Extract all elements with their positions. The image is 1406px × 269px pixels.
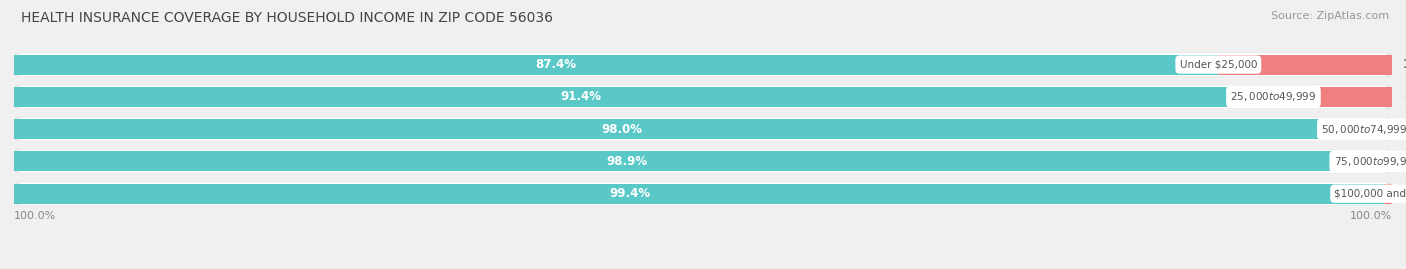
FancyBboxPatch shape [18,53,1388,76]
Bar [1274,87,1393,107]
Bar [1376,151,1393,171]
Text: 8.7%: 8.7% [1405,90,1406,103]
Text: 12.6%: 12.6% [1403,58,1406,71]
FancyBboxPatch shape [14,117,1392,141]
Bar [14,184,1384,204]
FancyBboxPatch shape [14,149,1392,174]
Text: Source: ZipAtlas.com: Source: ZipAtlas.com [1271,11,1389,21]
FancyBboxPatch shape [14,182,1392,206]
Text: $50,000 to $74,999: $50,000 to $74,999 [1322,123,1406,136]
Text: 87.4%: 87.4% [536,58,576,71]
Text: 99.4%: 99.4% [610,187,651,200]
Bar [14,119,1364,139]
Text: Under $25,000: Under $25,000 [1180,59,1257,70]
Text: 2.0%: 2.0% [1403,123,1406,136]
Text: 98.9%: 98.9% [607,155,648,168]
Text: HEALTH INSURANCE COVERAGE BY HOUSEHOLD INCOME IN ZIP CODE 56036: HEALTH INSURANCE COVERAGE BY HOUSEHOLD I… [21,11,553,25]
FancyBboxPatch shape [18,150,1388,173]
Bar [1384,184,1392,204]
Bar [14,151,1376,171]
Text: $25,000 to $49,999: $25,000 to $49,999 [1230,90,1316,103]
Text: 91.4%: 91.4% [560,90,602,103]
Text: 1.2%: 1.2% [1405,155,1406,168]
Bar [14,87,1274,107]
FancyBboxPatch shape [18,118,1388,141]
Bar [1364,119,1392,139]
FancyBboxPatch shape [18,85,1388,108]
Text: 100.0%: 100.0% [14,211,56,221]
Bar [1219,55,1392,75]
Text: $75,000 to $99,999: $75,000 to $99,999 [1334,155,1406,168]
FancyBboxPatch shape [18,182,1388,205]
FancyBboxPatch shape [14,85,1392,109]
Text: 0.65%: 0.65% [1403,187,1406,200]
Text: $100,000 and over: $100,000 and over [1334,189,1406,199]
Bar [14,55,1219,75]
FancyBboxPatch shape [14,52,1392,77]
Text: 98.0%: 98.0% [602,123,643,136]
Text: 100.0%: 100.0% [1350,211,1392,221]
